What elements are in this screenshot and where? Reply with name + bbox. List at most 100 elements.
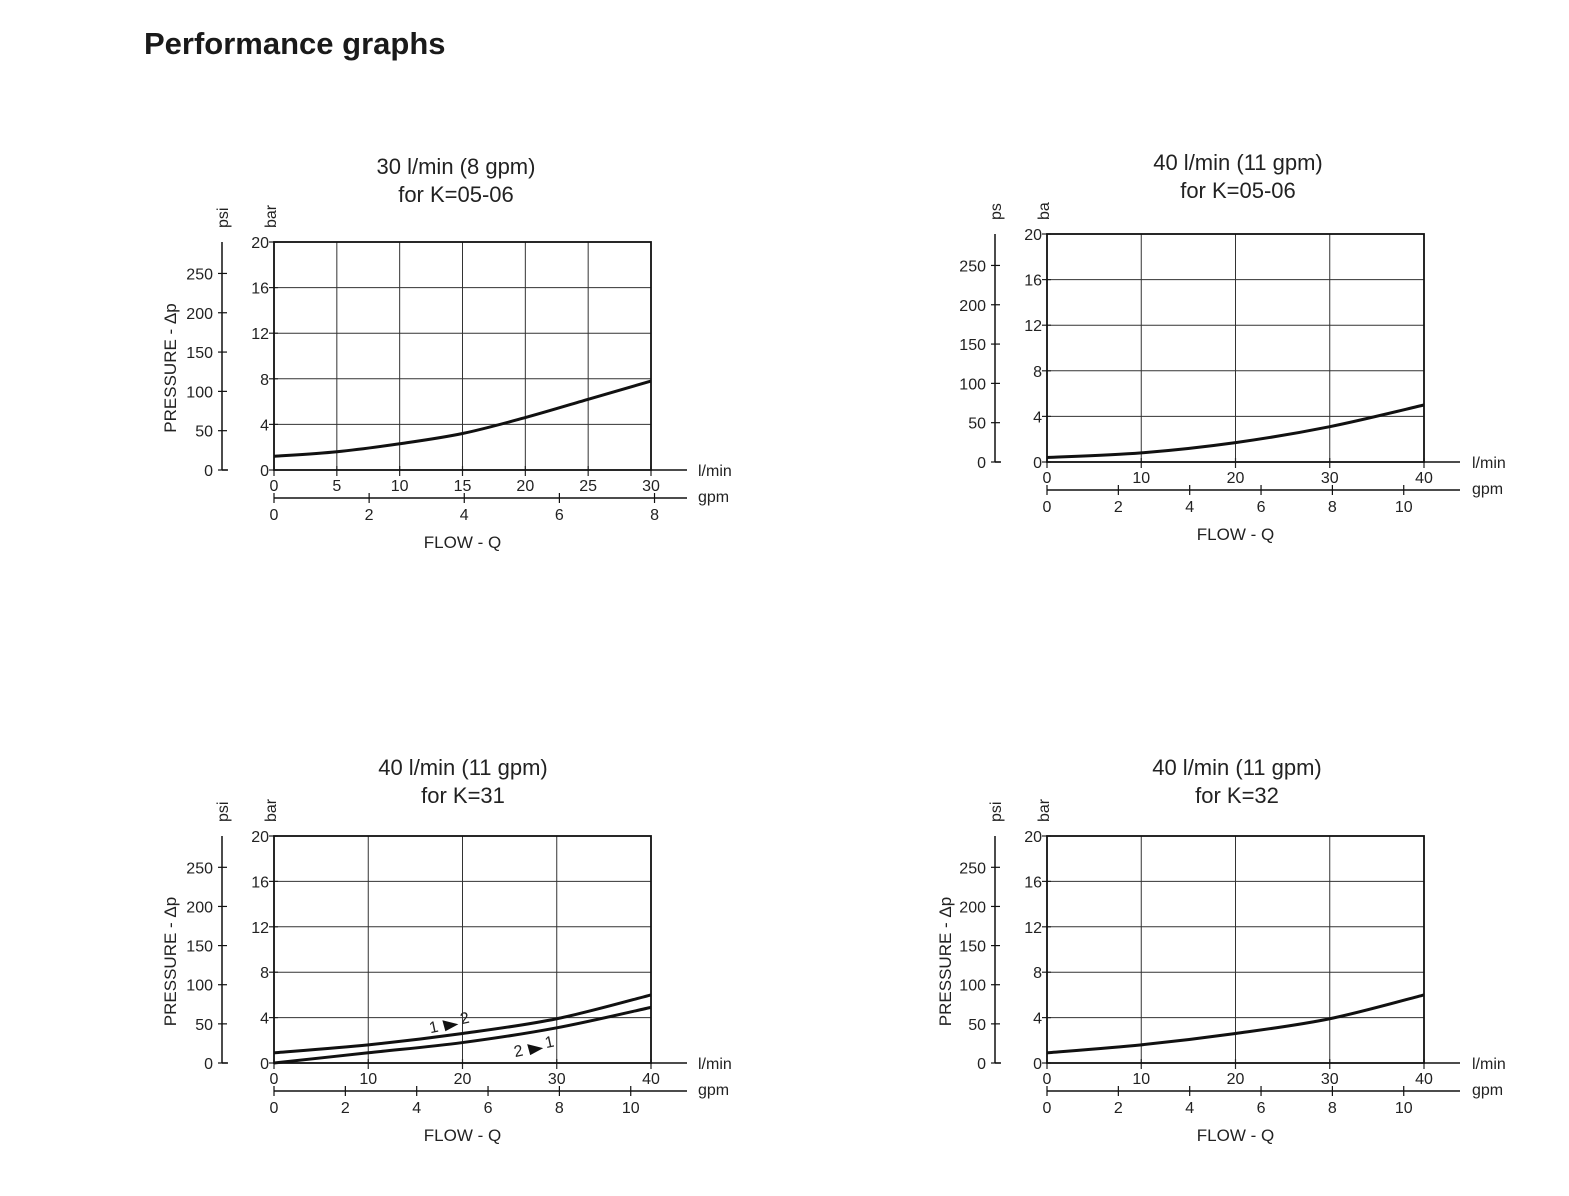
y-unit-psi: psi [988,802,1005,822]
chart-subtitle: for K=05-06 [1180,178,1296,203]
x-unit-gpm: gpm [698,1082,729,1099]
gpm-tick-label: 6 [555,507,564,524]
psi-tick-label: 50 [195,1017,213,1034]
bar-tick-label: 16 [1024,874,1042,891]
x-tick-label: 0 [1043,1071,1052,1088]
x-axis-title: FLOW - Q [1197,1126,1274,1145]
x-unit-gpm: gpm [1472,1082,1503,1099]
psi-tick-label: 0 [204,463,213,480]
y-unit-psi: psi [215,802,232,822]
x-tick-label: 40 [1415,1071,1433,1088]
bar-tick-label: 12 [251,920,269,937]
x-tick-label: 30 [1321,470,1339,487]
y-axis-title: PRESSURE - Δp [161,897,180,1026]
x-tick-label: 10 [391,478,409,495]
bar-tick-label: 20 [251,829,269,846]
plot-frame [1046,233,1425,463]
gpm-tick-label: 8 [1328,499,1337,516]
chart-title: 40 l/min (11 gpm) [1153,150,1323,175]
bar-tick-label: 4 [1033,409,1042,426]
gpm-tick-label: 2 [1114,499,1123,516]
series-line-1 [273,1005,652,1065]
x-tick-label: 0 [270,1071,279,1088]
x-tick-label: 10 [1132,470,1150,487]
chart-title: 40 l/min (11 gpm) [378,755,548,780]
x-tick-label: 5 [332,478,341,495]
gpm-tick-label: 8 [1328,1100,1337,1117]
bar-tick-label: 12 [1024,920,1042,937]
y-unit-bar: bar [263,204,280,228]
x-axis-title: FLOW - Q [1197,525,1274,544]
psi-tick-label: 0 [204,1056,213,1073]
psi-tick-label: 100 [959,376,986,393]
psi-tick-label: 200 [186,306,213,323]
chart-subtitle: for K=05-06 [398,182,514,207]
bar-tick-label: 12 [1024,318,1042,335]
y-unit-psi: psi [215,208,232,228]
psi-tick-label: 150 [186,939,213,956]
psi-tick-label: 50 [968,1017,986,1034]
y-axis-title: PRESSURE - Δp [936,897,955,1026]
annotation-arrow [527,1044,544,1056]
gpm-tick-label: 4 [460,507,469,524]
x-tick-label: 20 [454,1071,472,1088]
gpm-tick-label: 4 [412,1100,421,1117]
gpm-tick-label: 0 [270,507,279,524]
gpm-tick-label: 4 [1185,1100,1194,1117]
bar-tick-label: 20 [1024,829,1042,846]
plot-frame [1046,835,1425,1064]
page-title: Performance graphs [144,26,446,61]
psi-tick-label: 200 [959,899,986,916]
bar-tick-label: 0 [260,463,269,480]
x-axis-title: FLOW - Q [424,533,501,552]
gpm-tick-label: 0 [270,1100,279,1117]
bar-tick-label: 4 [260,1011,269,1028]
bar-tick-label: 4 [260,417,269,434]
annotation-to: 2 [459,1010,471,1028]
bar-tick-label: 12 [251,326,269,343]
gpm-tick-label: 10 [622,1100,640,1117]
series-line-0 [1046,403,1425,459]
x-unit-lmin: l/min [698,1056,732,1073]
annotation-to: 1 [543,1034,555,1052]
gpm-tick-label: 6 [484,1100,493,1117]
bar-tick-label: 0 [260,1056,269,1073]
psi-tick-label: 100 [186,978,213,995]
series-line-0 [273,993,652,1055]
bar-tick-label: 8 [1033,965,1042,982]
gpm-tick-label: 10 [1395,1100,1413,1117]
bar-tick-label: 16 [251,874,269,891]
x-tick-label: 10 [359,1071,377,1088]
gpm-tick-label: 0 [1043,499,1052,516]
chart-subtitle: for K=31 [421,783,505,808]
bar-tick-label: 4 [1033,1011,1042,1028]
psi-tick-label: 250 [959,860,986,877]
plot-frame [273,835,652,1064]
gpm-tick-label: 8 [650,507,659,524]
bar-tick-label: 20 [1024,227,1042,244]
x-tick-label: 40 [642,1071,660,1088]
x-unit-gpm: gpm [1472,481,1503,498]
x-tick-label: 40 [1415,470,1433,487]
psi-tick-label: 250 [186,266,213,283]
x-unit-gpm: gpm [698,489,729,506]
bar-tick-label: 16 [251,281,269,298]
psi-tick-label: 100 [959,978,986,995]
annotation-from: 2 [512,1043,524,1061]
y-unit-bar: bar [1036,798,1053,822]
gpm-tick-label: 8 [555,1100,564,1117]
x-tick-label: 20 [1227,470,1245,487]
psi-tick-label: 50 [968,416,986,433]
y-unit-bar: ba [1036,202,1053,220]
y-axis-title: PRESSURE - Δp [161,303,180,432]
psi-tick-label: 250 [959,258,986,275]
x-unit-lmin: l/min [1472,455,1506,472]
gpm-tick-label: 6 [1257,1100,1266,1117]
psi-tick-label: 200 [186,899,213,916]
bar-tick-label: 8 [1033,364,1042,381]
x-tick-label: 30 [548,1071,566,1088]
x-axis-title: FLOW - Q [424,1126,501,1145]
